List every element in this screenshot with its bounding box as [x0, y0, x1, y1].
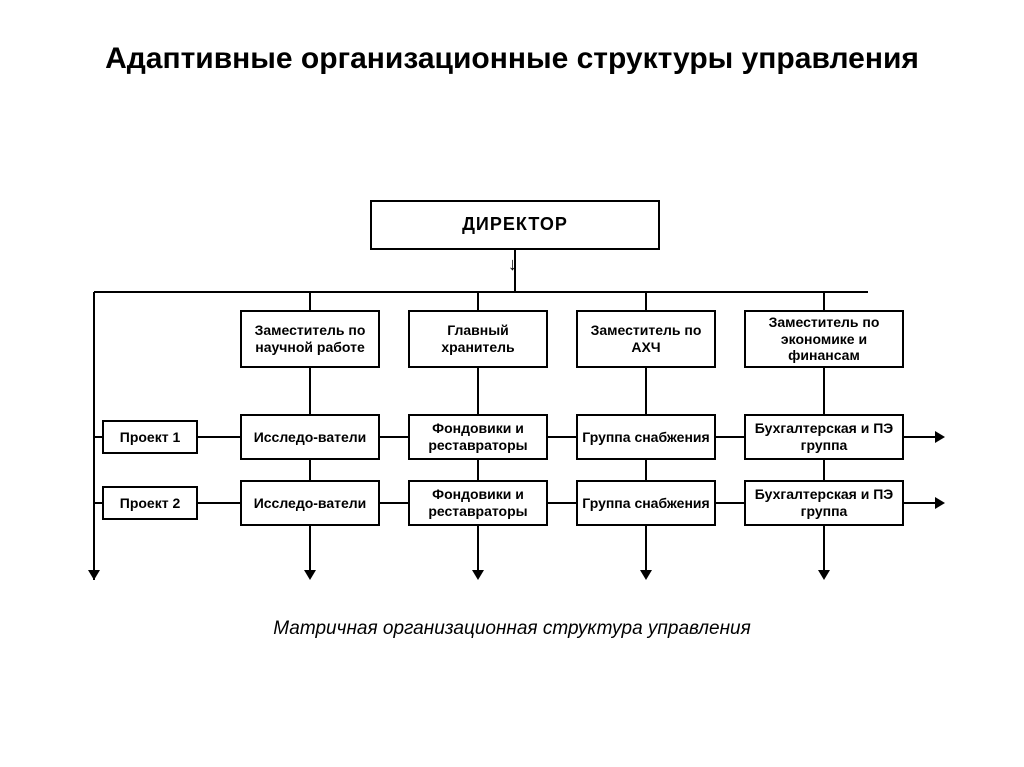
node-project-1: Проект 1 [102, 420, 198, 454]
node-deputy-1: Заместитель по научной работе [240, 310, 380, 368]
connector-lines [0, 0, 1024, 767]
diagram-caption: Матричная организационная структура упра… [0, 618, 1024, 640]
node-deputy-3: Заместитель по АХЧ [576, 310, 716, 368]
node-project-2: Проект 2 [102, 486, 198, 520]
node-deputy-4: Заместитель по экономике и финансам [744, 310, 904, 368]
node-director: ДИРЕКТОР [370, 200, 660, 250]
node-r1c3: Группа снабжения [576, 414, 716, 460]
node-r2c1: Исследо-ватели [240, 480, 380, 526]
node-r1c4: Бухгалтерская и ПЭ группа [744, 414, 904, 460]
node-r2c4: Бухгалтерская и ПЭ группа [744, 480, 904, 526]
node-r1c2: Фондовики и реставраторы [408, 414, 548, 460]
node-r1c1: Исследо-ватели [240, 414, 380, 460]
page-title: Адаптивные организационные структуры упр… [0, 40, 1024, 78]
node-r2c3: Группа снабжения [576, 480, 716, 526]
node-r2c2: Фондовики и реставраторы [408, 480, 548, 526]
down-arrow-icon: ↓ [508, 254, 517, 275]
page: Адаптивные организационные структуры упр… [0, 0, 1024, 767]
node-deputy-2: Главный хранитель [408, 310, 548, 368]
